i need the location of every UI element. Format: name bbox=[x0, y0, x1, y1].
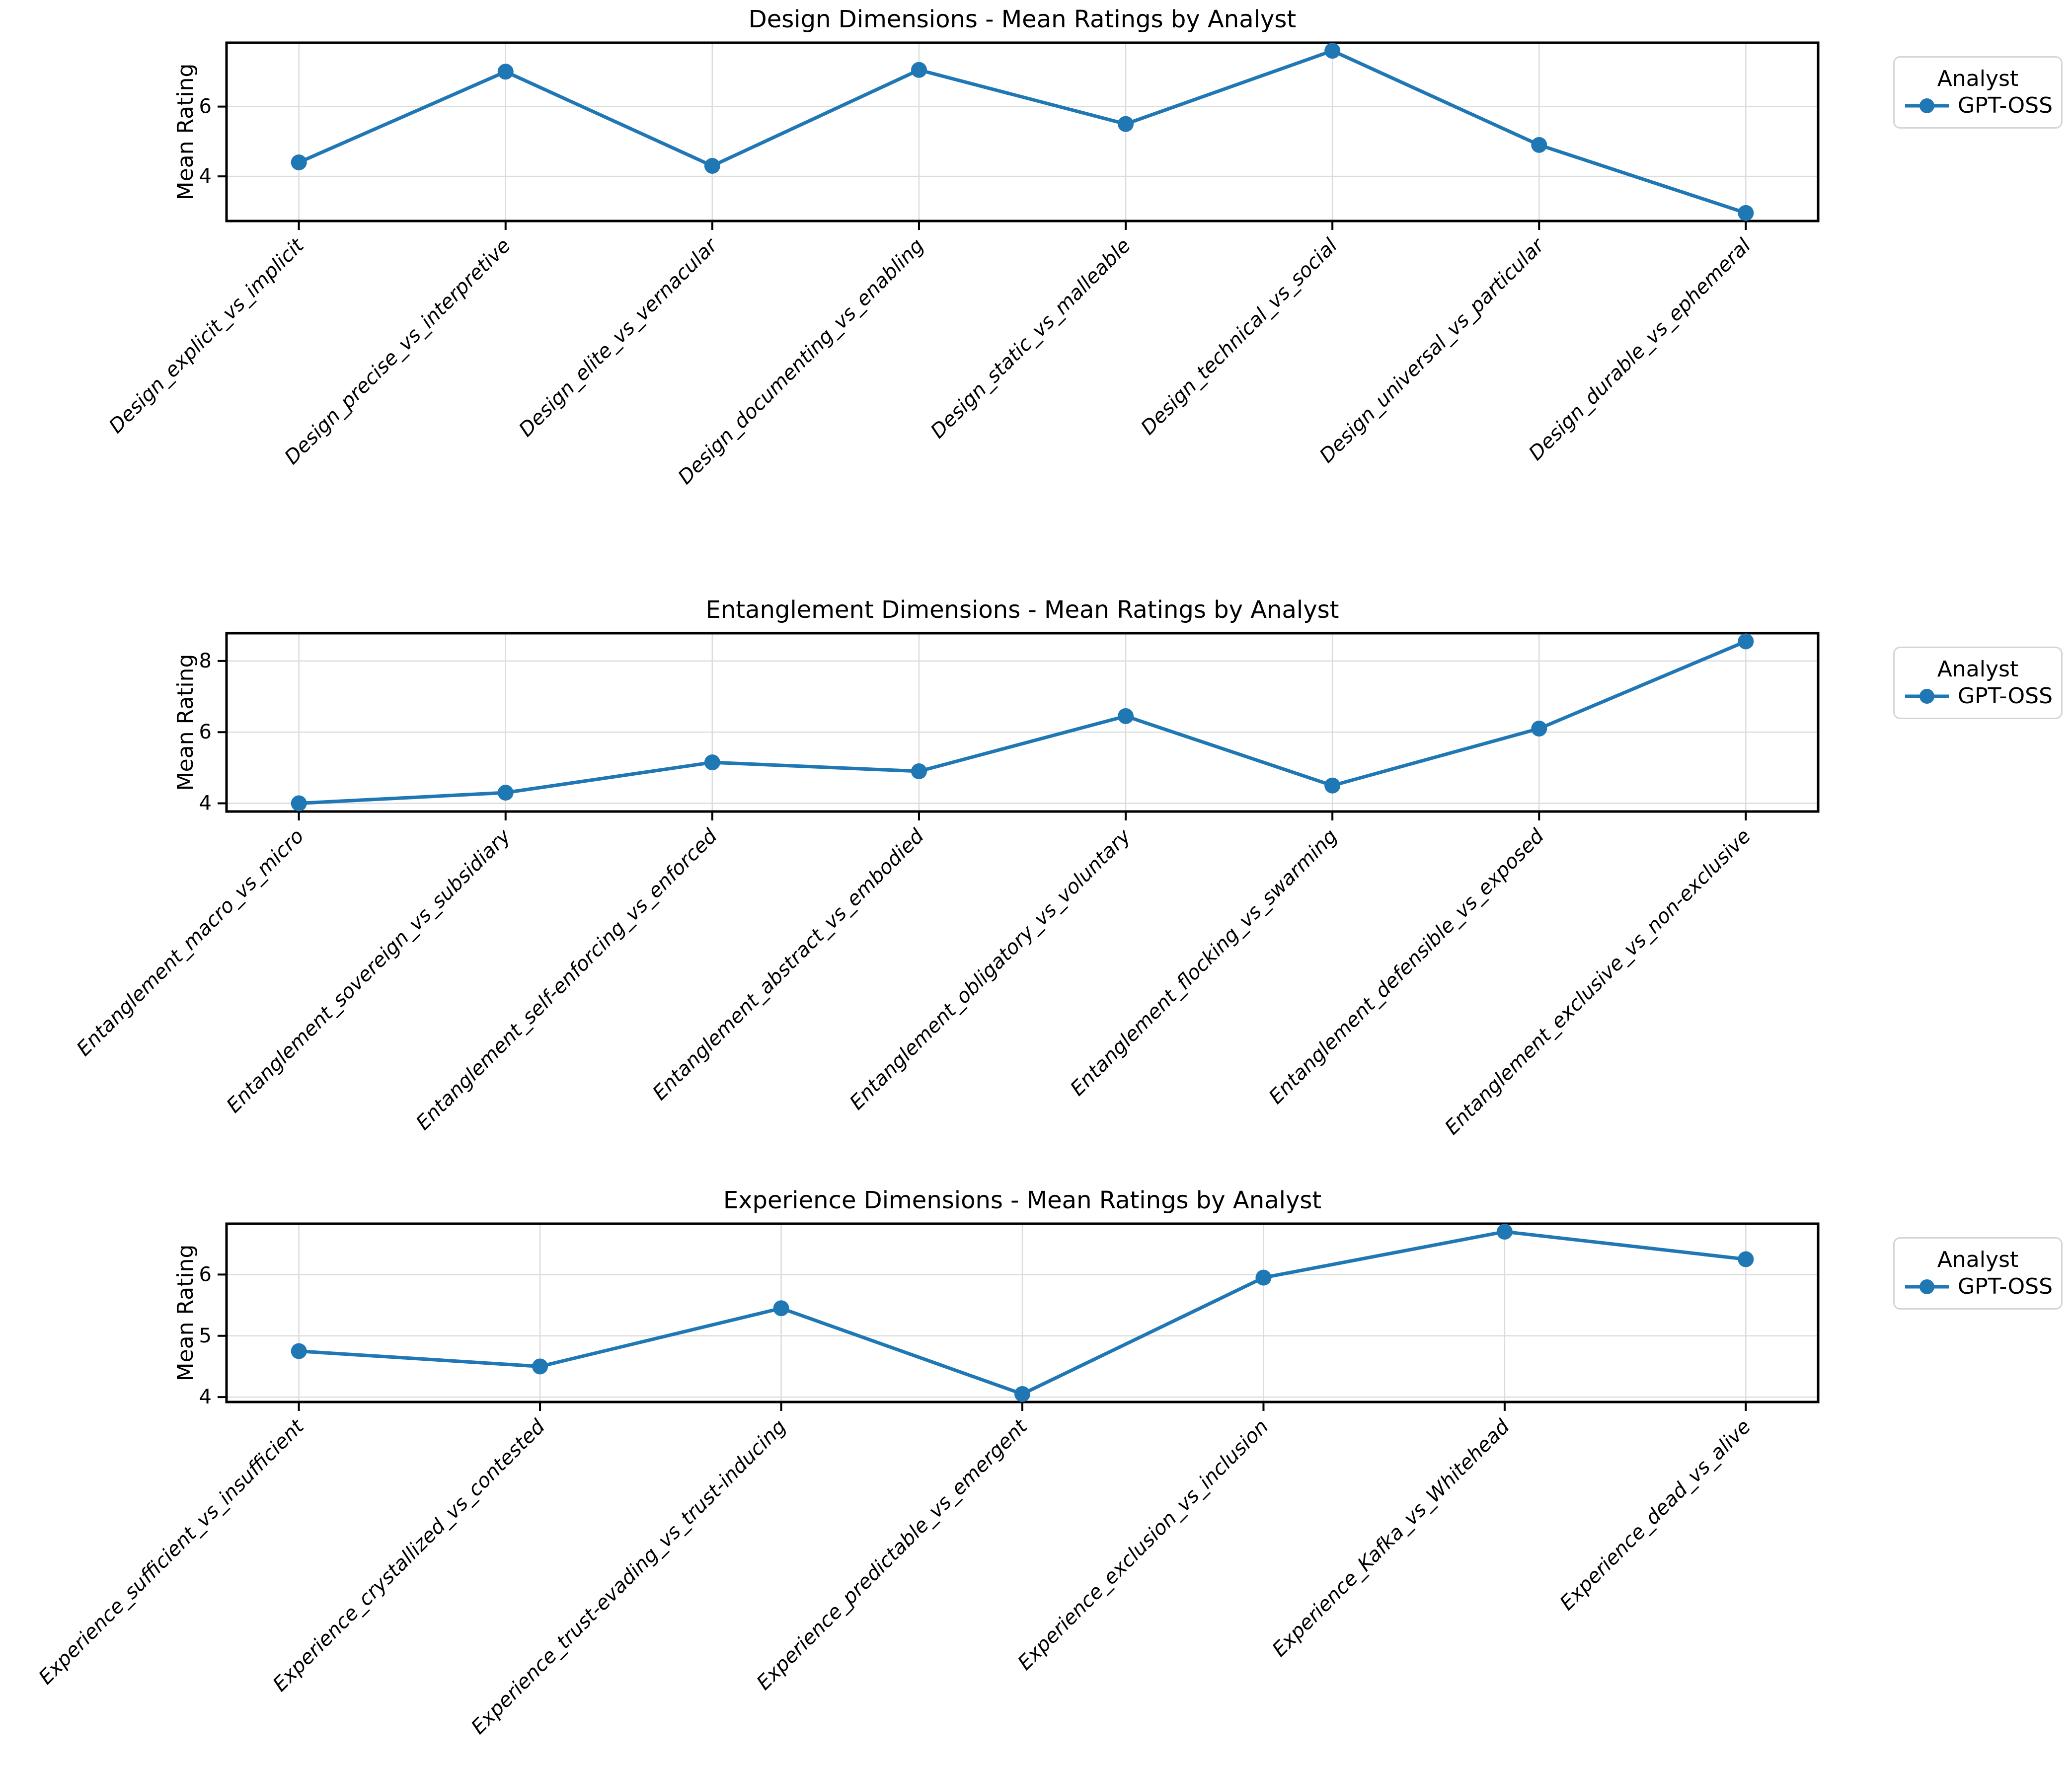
data-point bbox=[1324, 43, 1341, 59]
data-point bbox=[704, 754, 720, 771]
x-tick-label: Design_documenting_vs_enabling bbox=[674, 234, 928, 489]
legend-line-marker-sample bbox=[1905, 1279, 1949, 1295]
legend-design: Analyst GPT-OSS bbox=[1893, 56, 2063, 129]
y-tick-label: 8 bbox=[199, 650, 212, 672]
data-point bbox=[1255, 1269, 1272, 1286]
line-series-gpt-oss bbox=[297, 639, 1748, 806]
legend-entry-gpt-oss: GPT-OSS bbox=[1903, 684, 2053, 708]
y-tick-label: 4 bbox=[199, 1386, 212, 1408]
data-point bbox=[911, 62, 927, 78]
data-point bbox=[291, 154, 307, 170]
y-tick-label: 4 bbox=[199, 165, 212, 188]
legend-title: Analyst bbox=[1937, 66, 2019, 91]
data-point bbox=[1496, 1224, 1513, 1240]
data-point bbox=[1531, 721, 1547, 737]
data-point bbox=[291, 1343, 307, 1359]
x-tick-label: Design_elite_vs_vernacular bbox=[515, 233, 723, 442]
data-point bbox=[1014, 1386, 1030, 1402]
legend-title: Analyst bbox=[1937, 1247, 2019, 1272]
legend-marker-icon bbox=[1919, 98, 1934, 114]
y-axis-label: Mean Rating bbox=[173, 1245, 198, 1382]
legend-title: Analyst bbox=[1937, 656, 2019, 682]
legend-entanglement: Analyst GPT-OSS bbox=[1893, 647, 2063, 719]
chart-title-design: Design Dimensions - Mean Ratings by Anal… bbox=[748, 5, 1297, 33]
data-point bbox=[1738, 1251, 1754, 1267]
data-point bbox=[773, 1300, 789, 1317]
plot-border bbox=[225, 41, 1820, 222]
x-tick-label: Design_universal_vs_particular bbox=[1315, 233, 1549, 467]
data-point bbox=[1118, 116, 1134, 132]
data-point bbox=[1738, 205, 1754, 221]
data-point bbox=[532, 1358, 548, 1375]
data-point bbox=[1531, 137, 1547, 153]
x-tick-label: Experience_crystallized_vs_contested bbox=[269, 1415, 550, 1696]
legend-entry-gpt-oss: GPT-OSS bbox=[1903, 1274, 2053, 1299]
x-tick-label: Design_explicit_vs_implicit bbox=[105, 234, 309, 438]
x-tick-label: Experience_dead_vs_alive bbox=[1555, 1415, 1755, 1615]
x-tick-label: Experience_sufficient_vs_insufficient bbox=[34, 1415, 308, 1689]
legend-marker-icon bbox=[1919, 1279, 1934, 1295]
chart-title-entanglement: Entanglement Dimensions - Mean Ratings b… bbox=[705, 596, 1339, 624]
y-tick-label: 6 bbox=[199, 1263, 212, 1286]
line-series-gpt-oss bbox=[297, 49, 1748, 215]
legend-entry-gpt-oss: GPT-OSS bbox=[1903, 93, 2053, 118]
data-point bbox=[1738, 633, 1754, 650]
x-tick-label: Experience_exclusion_vs_inclusion bbox=[1013, 1415, 1273, 1675]
legend-series-label: GPT-OSS bbox=[1957, 93, 2053, 118]
data-point bbox=[704, 157, 720, 174]
x-tick-label: Design_precise_vs_interpretive bbox=[280, 234, 515, 469]
y-tick-label: 5 bbox=[199, 1325, 212, 1347]
data-point bbox=[497, 785, 514, 801]
x-tick-label: Experience_predictable_vs_emergent bbox=[753, 1415, 1032, 1695]
legend-line-marker-sample bbox=[1905, 689, 1949, 704]
y-tick-label: 6 bbox=[199, 95, 212, 118]
legend-marker-icon bbox=[1919, 689, 1934, 704]
legend-experience: Analyst GPT-OSS bbox=[1893, 1237, 2063, 1310]
x-tick-label: Entanglement_macro_vs_micro bbox=[73, 825, 308, 1061]
data-point bbox=[497, 64, 514, 80]
plot-border bbox=[225, 1222, 1820, 1403]
chart-title-experience: Experience Dimensions - Mean Ratings by … bbox=[723, 1186, 1322, 1214]
legend-series-label: GPT-OSS bbox=[1957, 683, 2053, 709]
y-tick-label: 4 bbox=[199, 792, 212, 815]
y-tick-label: 6 bbox=[199, 721, 212, 743]
data-point bbox=[1118, 708, 1134, 724]
legend-series-label: GPT-OSS bbox=[1957, 1274, 2053, 1299]
y-axis-label: Mean Rating bbox=[173, 654, 198, 791]
data-point bbox=[291, 795, 307, 812]
x-tick-label: Design_durable_vs_ephemeral bbox=[1525, 234, 1756, 465]
data-point bbox=[1324, 777, 1341, 794]
y-axis-label: Mean Rating bbox=[173, 64, 198, 201]
x-tick-label: Design_technical_vs_social bbox=[1137, 234, 1342, 440]
plot-border bbox=[225, 632, 1820, 813]
data-point bbox=[911, 763, 927, 780]
x-tick-label: Design_static_vs_malleable bbox=[926, 234, 1135, 443]
legend-line-marker-sample bbox=[1905, 98, 1949, 114]
x-tick-label: Experience_Kafka_vs_Whitehead bbox=[1268, 1415, 1514, 1661]
